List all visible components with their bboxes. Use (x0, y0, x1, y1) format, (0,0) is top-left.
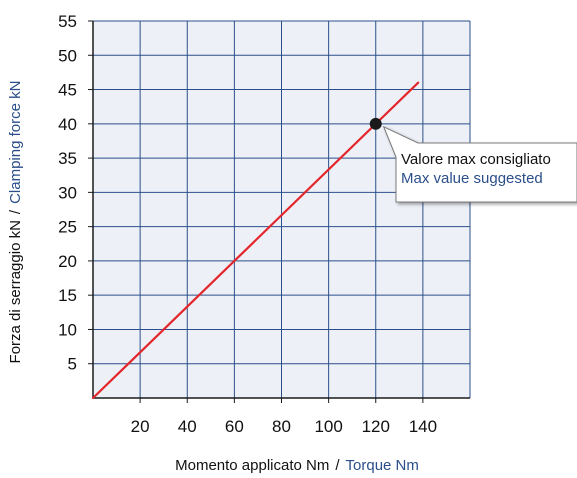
y-tick-label: 5 (68, 355, 77, 374)
x-axis-title-it: Momento applicato Nm (175, 457, 329, 474)
x-tick-label: 60 (225, 417, 244, 436)
x-tick-label: 40 (178, 417, 197, 436)
y-tick-label: 25 (58, 218, 77, 237)
x-tick-label: 100 (314, 417, 342, 436)
x-axis-title-separator: / (335, 457, 340, 474)
max-value-marker (369, 117, 382, 130)
y-axis-title-it: Forza di serraggio kN (7, 220, 24, 363)
y-tick-label: 45 (58, 81, 77, 100)
grid-lines (93, 20, 471, 398)
y-axis-title-separator: / (7, 209, 24, 214)
x-tick-label: 140 (409, 417, 437, 436)
y-tick-label: 40 (58, 115, 77, 134)
y-tick-label: 55 (58, 12, 77, 31)
y-tick-label: 50 (58, 46, 77, 65)
series (91, 81, 420, 400)
y-tick-label: 20 (58, 252, 77, 271)
x-axis-title: Momento applicato Nm / Torque Nm (175, 457, 419, 474)
x-tick-label: 20 (131, 417, 150, 436)
y-axis-title: Forza di serraggio kN / Clamping force kN (7, 81, 24, 364)
y-axis-title-en: Clamping force kN (7, 81, 24, 204)
annotation-line1: Valore max consigliato (401, 151, 551, 168)
annotation-callout: Valore max consigliato Max value suggest… (382, 125, 577, 203)
x-axis-title-en: Torque Nm (346, 457, 419, 474)
x-ticks: 20 40 60 80 100 120 140 (131, 398, 437, 436)
y-tick-label: 10 (58, 320, 77, 339)
series-line (91, 81, 420, 400)
y-tick-label: 35 (58, 149, 77, 168)
annotation-line2: Max value suggested (401, 170, 543, 187)
x-tick-label: 80 (272, 417, 291, 436)
y-ticks: 5 10 15 20 25 30 35 40 45 50 55 (58, 12, 93, 374)
y-tick-label: 15 (58, 286, 77, 305)
y-tick-label: 30 (58, 183, 77, 202)
x-tick-label: 120 (362, 417, 390, 436)
callout-box (382, 125, 577, 203)
